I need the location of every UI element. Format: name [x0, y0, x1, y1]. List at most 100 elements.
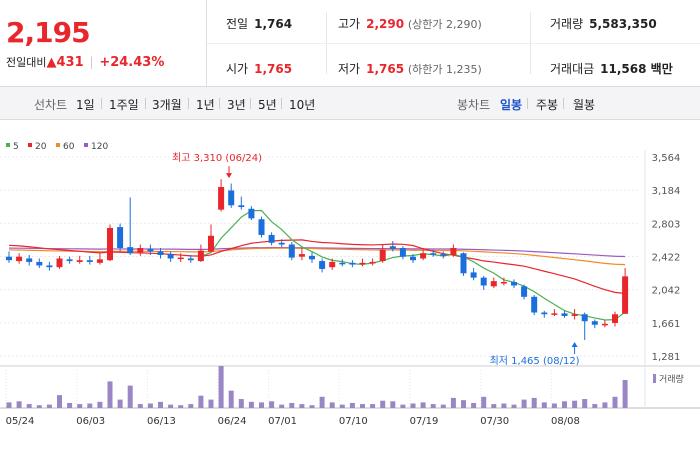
volume-bar	[46, 404, 52, 408]
volume-bar	[430, 404, 436, 408]
candle-body	[490, 281, 497, 287]
candle-body	[430, 253, 437, 255]
high-annotation: 최고 3,310 (06/24)	[172, 152, 262, 164]
high-label: 고가	[338, 17, 361, 31]
tab-monthly[interactable]: 월봉	[573, 98, 596, 112]
x-tick-label: 07/19	[410, 416, 439, 427]
candle-body	[601, 323, 608, 326]
candle-body	[66, 259, 73, 262]
volume-bar	[289, 402, 295, 408]
low-value: 1,765	[366, 62, 405, 76]
volume-bar	[97, 401, 103, 408]
legend-label-60: 60	[63, 142, 75, 152]
quote-header: 2,195 전일대비▲431 | +24.43% 전일 1,764 고가 2,290…	[0, 0, 700, 87]
volume-bar	[390, 401, 396, 408]
tab-3m[interactable]: 3개월	[152, 98, 182, 112]
volume-bar	[440, 404, 446, 408]
tab-3y[interactable]: 3년	[227, 98, 246, 112]
volume-bar	[572, 400, 578, 408]
candle-body	[96, 259, 103, 263]
volume-bar	[622, 380, 628, 408]
candle-body	[329, 261, 336, 268]
tab-1w[interactable]: 1주일	[109, 98, 139, 112]
candle-body	[410, 256, 416, 261]
volume-bar	[309, 405, 315, 408]
price-block: 2,195 전일대비▲431 | +24.43%	[0, 0, 207, 86]
volume-bar	[562, 401, 567, 408]
volume: 거래량 5,583,350	[550, 15, 657, 32]
volume-bar	[218, 366, 224, 408]
legend-label-5: 5	[13, 142, 19, 152]
y-tick-label: 1,661	[652, 319, 681, 330]
tab-daily[interactable]: 일봉	[500, 98, 523, 112]
price-chart: 3,564 3,184 2,803 2,422 2,042 1,661 1,281 05/24…	[0, 142, 700, 427]
candle-body	[167, 254, 174, 259]
divider	[188, 98, 189, 109]
candle-body	[571, 314, 578, 316]
divider	[145, 98, 146, 109]
trade-value: 거래대금 11,568 백만	[550, 60, 673, 77]
tab-1y[interactable]: 1년	[196, 98, 215, 112]
volume-bar	[269, 401, 275, 408]
candle-body	[561, 313, 568, 316]
prev-close: 전일 1,764	[226, 15, 292, 32]
candle-body	[521, 286, 528, 297]
tab-1d[interactable]: 1일	[76, 98, 95, 112]
volume-bar	[612, 396, 618, 408]
low-arrowhead-icon	[571, 341, 578, 347]
change-row: 전일대비▲431 | +24.43%	[6, 54, 164, 70]
candle-body	[218, 186, 225, 210]
candle-body	[440, 254, 447, 256]
volume-bar	[178, 405, 184, 408]
divider	[281, 98, 282, 109]
prev-close-label: 전일	[226, 17, 249, 31]
volume-legend-label: 거래량	[659, 373, 684, 385]
volume-bar	[491, 404, 497, 408]
volume-bar	[77, 404, 83, 408]
tab-weekly[interactable]: 주봉	[536, 98, 559, 112]
volume-bar	[147, 403, 153, 408]
candle-body	[531, 296, 538, 313]
candle-body	[460, 253, 467, 274]
x-tick-label: 08/08	[551, 416, 580, 427]
candle-body	[309, 255, 315, 260]
y-tick-label: 3,564	[652, 153, 681, 164]
low-price: 저가 1,765 (하한가 1,235)	[338, 60, 482, 77]
candle-body	[298, 254, 305, 257]
x-tick-label: 06/13	[147, 416, 176, 427]
volume-bar	[380, 400, 386, 408]
volume-bar	[319, 396, 325, 408]
volume-bar	[188, 404, 194, 408]
change-value: 431	[56, 55, 84, 70]
candle-body	[268, 234, 275, 243]
candle-body	[420, 253, 427, 259]
volume-value: 5,583,350	[589, 17, 657, 31]
volume-bar	[107, 381, 113, 408]
tab-10y[interactable]: 10년	[289, 98, 316, 112]
candle-body	[56, 258, 63, 268]
y-tick-label: 3,184	[652, 186, 681, 197]
volume-bar	[461, 400, 466, 408]
candle-body	[551, 313, 558, 315]
volume-bar	[248, 401, 254, 408]
candle-body	[339, 262, 346, 265]
lower-limit: (하한가 1,235)	[407, 63, 482, 76]
candle-body	[581, 314, 588, 322]
candle-body	[541, 312, 548, 315]
volume-bar	[521, 399, 527, 408]
candle-body	[228, 190, 235, 206]
moving-average-ma5	[200, 209, 626, 321]
candle-body	[187, 258, 194, 261]
volume-bar	[471, 402, 477, 408]
y-tick-label: 2,042	[652, 286, 681, 297]
tab-5y[interactable]: 5년	[258, 98, 277, 112]
volume-bar	[228, 390, 234, 408]
candle-body	[26, 258, 33, 262]
candle-body	[470, 272, 477, 278]
divider	[207, 43, 700, 44]
high-arrowhead-icon	[226, 173, 232, 179]
candle-body	[349, 262, 356, 265]
volume-bar	[420, 402, 426, 408]
y-tick-label: 2,803	[652, 219, 681, 230]
legend-swatch-60	[56, 143, 60, 147]
